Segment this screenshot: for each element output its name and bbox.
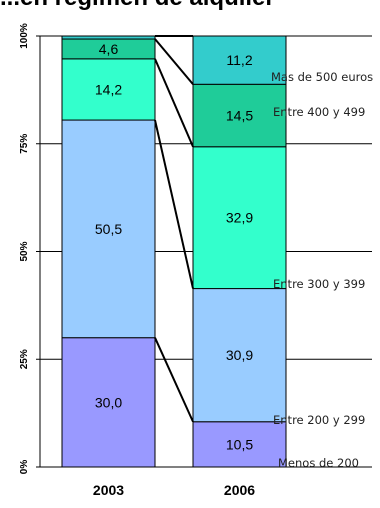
y-tick-label: 50%	[19, 241, 30, 261]
y-tick-label: 75%	[19, 134, 30, 154]
legend-label: Menos de 200	[278, 456, 359, 470]
y-tick-label: 100%	[19, 23, 30, 49]
y-tick-label: 25%	[19, 349, 30, 369]
legend-label: Mas de 500 euros	[271, 70, 373, 84]
x-tick-label: 2003	[93, 482, 124, 498]
data-label: 30,0	[95, 394, 122, 410]
data-label: 11,2	[226, 52, 252, 68]
series-connector-line	[154, 58, 194, 148]
series-connector-line	[154, 38, 194, 85]
legend-label: Entre 400 y 499	[273, 105, 365, 119]
legend-label: Entre 200 y 299	[273, 413, 365, 427]
x-tick-label: 2006	[224, 482, 255, 498]
series-connector-line	[154, 337, 194, 423]
legend-label: Entre 300 y 399	[273, 277, 365, 291]
data-label: 32,9	[226, 210, 253, 226]
data-label: 4,6	[99, 41, 119, 57]
bar-segment	[192, 83, 287, 148]
bar-segment	[192, 146, 287, 290]
bar-segment	[192, 35, 287, 85]
bar-segment	[61, 35, 156, 40]
data-label: 14,2	[95, 81, 122, 97]
data-label: 10,5	[226, 436, 253, 452]
series-connector-line	[154, 119, 194, 289]
data-label: 14,5	[226, 108, 253, 124]
data-label: 30,9	[226, 347, 253, 363]
y-tick-label: 0%	[19, 460, 30, 475]
data-label: 50,5	[95, 221, 122, 237]
chart-title: ...en régimen de alquiler	[0, 0, 380, 24]
